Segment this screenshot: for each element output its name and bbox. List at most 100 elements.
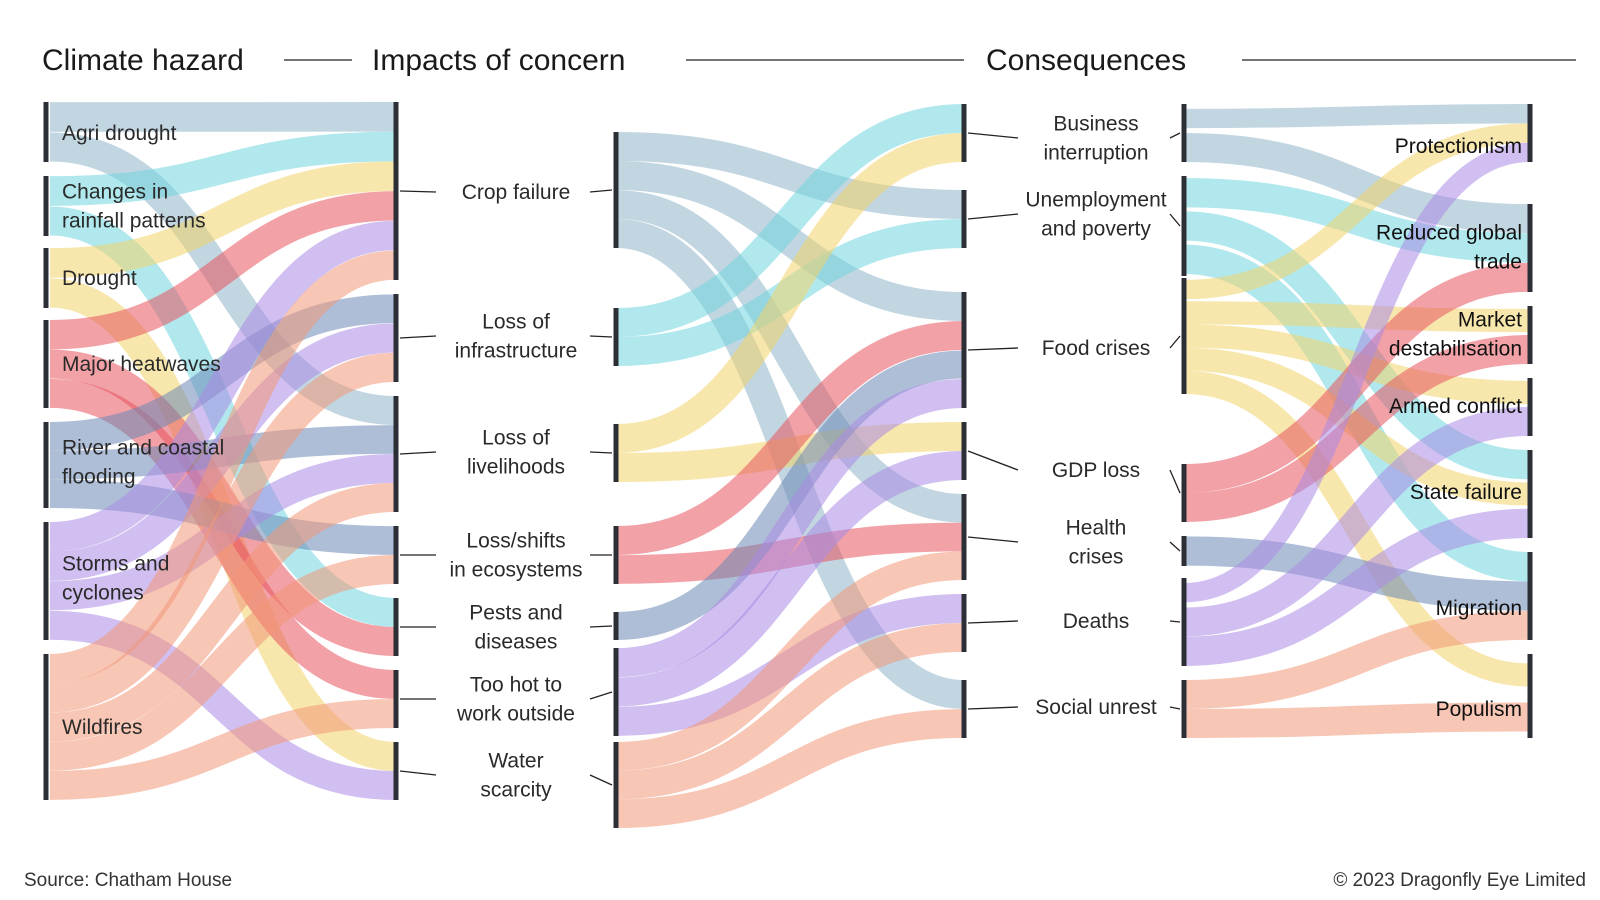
node-bar [961, 494, 967, 580]
connector-line [1169, 469, 1181, 494]
header-impacts-of-concern: Impacts of concern [372, 44, 625, 77]
consequence-label-food: Food crises [1042, 337, 1151, 360]
consequence-label-health: Health crises [1066, 517, 1127, 569]
outcome-label-trade-line: Reduced global [1376, 222, 1522, 245]
node-bar [1527, 306, 1533, 364]
node-bar [613, 648, 619, 736]
hazard-label-fire-line: Wildfires [62, 716, 143, 739]
flow-impact-to-consequence [615, 709, 965, 829]
consequence-label-business-line: interruption [1043, 142, 1148, 165]
node-bar [393, 598, 399, 656]
node-bar [43, 522, 49, 640]
flow-hazard-to-impact [49, 161, 397, 278]
outcome-label-market-line: Market [1458, 309, 1522, 332]
outcome-label-market: Market destabilisation [1389, 309, 1522, 361]
outcome-label-trade: Reduced global trade [1376, 222, 1522, 274]
impact-label-eco-line: in ecosystems [449, 559, 582, 582]
source-note: Source: Chatham House [24, 870, 232, 891]
consequence-label-health-line: Health [1066, 517, 1127, 540]
hazard-label-agri-line: Agri drought [62, 122, 177, 145]
node-bar [961, 190, 967, 248]
consequence-label-health-line: crises [1069, 546, 1124, 569]
flow-impact-to-consequence [615, 321, 965, 555]
consequence-label-food-line: Food crises [1042, 337, 1151, 360]
flow-impact-to-consequence [615, 379, 965, 678]
node-bar [43, 248, 49, 308]
node-bar [613, 308, 619, 366]
connector-line [967, 620, 1019, 624]
consequence-label-business-line: Business [1053, 113, 1138, 136]
connector-line [589, 625, 613, 628]
impact-label-crop-line: Crop failure [462, 181, 571, 204]
node-bar [393, 102, 399, 280]
node-bar [961, 680, 967, 738]
outcome-label-protect-line: Protectionism [1395, 135, 1522, 158]
node-bar [393, 396, 399, 512]
flow-hazard-to-impact [49, 191, 397, 350]
flow-impact-to-consequence [615, 623, 965, 800]
node-bar [1527, 552, 1533, 640]
copyright-note: © 2023 Dragonfly Eye Limited [1333, 870, 1586, 891]
connector-line [589, 451, 613, 454]
node-bar [1527, 378, 1533, 436]
impact-label-water: Water scarcity [480, 750, 552, 802]
connector-line [1169, 213, 1181, 227]
flow-consequence-to-outcome [1183, 142, 1531, 603]
outcome-label-protect: Protectionism [1395, 135, 1522, 158]
consequence-label-deaths: Deaths [1063, 610, 1130, 633]
node-bar [613, 526, 619, 584]
hazard-label-storm: Storms and cyclones [62, 553, 169, 605]
flow-impact-to-consequence [615, 132, 965, 219]
node-bar [961, 422, 967, 480]
flow-hazard-to-impact [49, 483, 397, 742]
consequence-label-gdp-line: GDP loss [1052, 459, 1140, 482]
impact-label-infra: Loss of infrastructure [455, 311, 578, 363]
node-bars [43, 102, 1533, 828]
impact-label-livelihood: Loss of livelihoods [467, 427, 565, 479]
flow-hazard-to-impact [49, 699, 397, 800]
impact-label-eco: Loss/shifts in ecosystems [449, 530, 582, 582]
node-bar [43, 176, 49, 236]
impact-label-pests: Pests and diseases [469, 602, 562, 654]
flow-hazard-to-impact [49, 131, 397, 206]
flow-consequence-to-outcome [1183, 301, 1531, 333]
node-bar [1181, 578, 1187, 666]
impact-label-pests-line: diseases [475, 631, 558, 654]
hazard-label-drought: Drought [62, 267, 137, 290]
hazard-label-rain: Changes in rainfall patterns [62, 181, 206, 233]
flow-consequence-to-outcome [1183, 702, 1531, 738]
outcome-label-migration: Migration [1436, 597, 1522, 620]
outcome-label-armed-line: Armed conflict [1389, 395, 1522, 418]
node-bar [613, 742, 619, 828]
node-bar [393, 526, 399, 584]
consequence-label-unrest: Social unrest [1035, 696, 1157, 719]
node-bar [1181, 176, 1187, 276]
flow-consequence-to-outcome [1183, 508, 1531, 666]
node-bar [613, 132, 619, 248]
connector-line [967, 706, 1019, 710]
flow-consequence-to-outcome [1183, 610, 1531, 709]
node-bar [961, 104, 967, 162]
impact-label-hot-line: Too hot to [470, 674, 562, 697]
flow-consequence-to-outcome [1183, 123, 1531, 300]
node-bar [613, 424, 619, 482]
impact-label-crop: Crop failure [462, 181, 571, 204]
hazard-label-storm-line: cyclones [62, 582, 144, 605]
consequence-label-business: Business interruption [1043, 113, 1148, 165]
consequence-label-unrest-line: Social unrest [1035, 696, 1157, 719]
outcome-label-populism-line: Populism [1436, 698, 1522, 721]
flow-impact-to-consequence [615, 551, 965, 771]
node-labels: Agri drought Changes in rainfall patterns D… [62, 113, 1522, 802]
impact-label-hot: Too hot to work outside [456, 674, 575, 726]
impact-label-water-line: Water [488, 750, 543, 773]
connector-line [589, 691, 613, 700]
connector-line [399, 190, 437, 193]
outcome-label-trade-line: trade [1474, 251, 1522, 274]
node-bar [393, 294, 399, 382]
outcome-label-populism: Populism [1436, 698, 1522, 721]
connector-line [1169, 335, 1181, 349]
connector-line [589, 774, 613, 786]
impact-label-infra-line: Loss of [482, 311, 550, 334]
connector-line [1169, 620, 1181, 623]
connector-line [967, 347, 1019, 351]
